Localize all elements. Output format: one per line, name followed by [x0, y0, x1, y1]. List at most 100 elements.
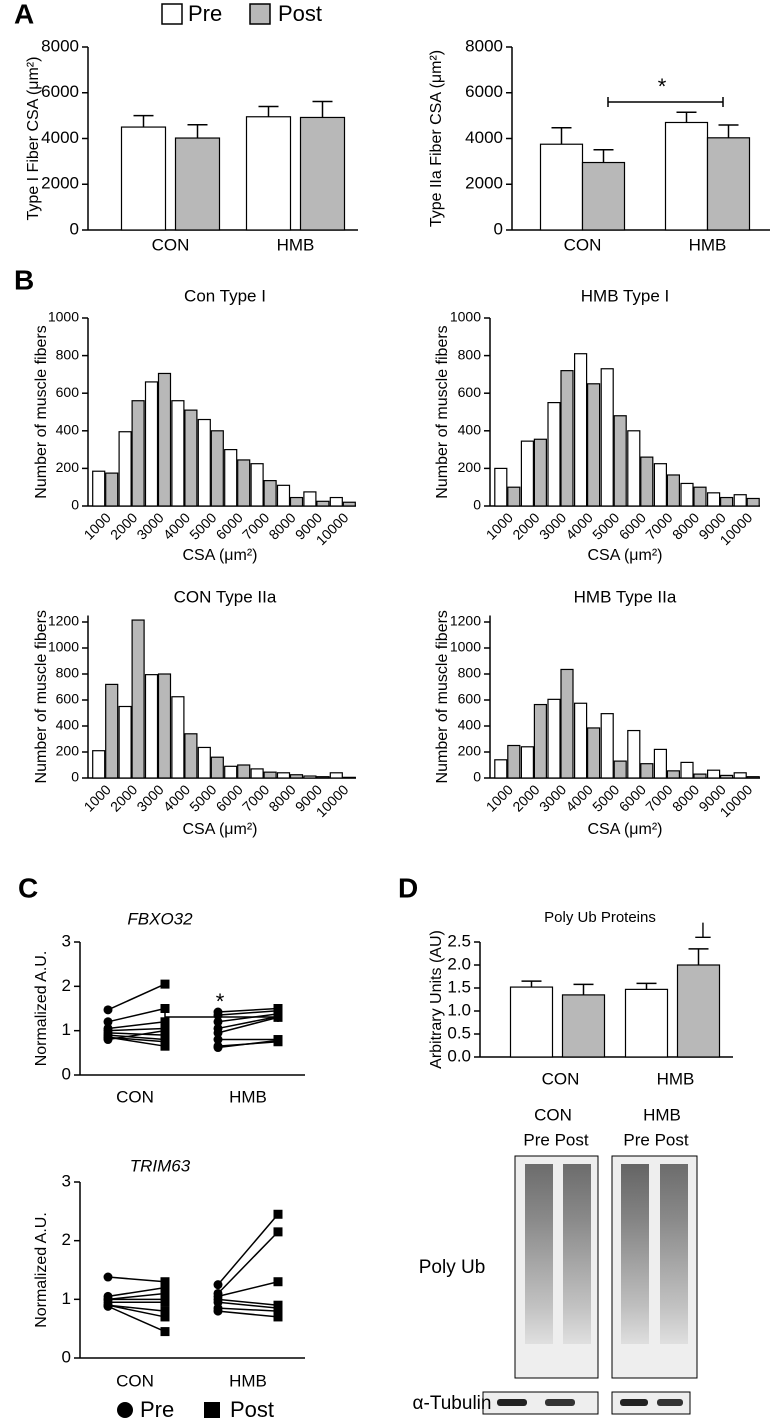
y-tick-label: 600 [458, 691, 482, 707]
pair-line [217, 1016, 279, 1034]
y-tick-label: 200 [56, 459, 80, 475]
bar [666, 770, 681, 779]
bar [539, 143, 584, 231]
annotation: * [658, 74, 667, 99]
pair-line [217, 1310, 279, 1318]
y-tick-label: 800 [56, 346, 80, 362]
post-point [273, 1227, 283, 1237]
x-tick-label: 2000 [107, 781, 140, 814]
pre-point [103, 1035, 113, 1045]
y-tick-label: 1 [62, 1020, 71, 1039]
y-axis-label: Arbitrary Units (AU) [428, 930, 445, 1069]
legend-swatch [161, 3, 183, 25]
x-tick-label: 3000 [536, 781, 569, 814]
pair-line [217, 1013, 279, 1023]
bar [224, 765, 238, 779]
y-tick-label: 400 [56, 717, 80, 733]
x-tick-label: 4000 [562, 509, 595, 542]
blot-row-label: Poly Ub [419, 1257, 486, 1278]
x-tick-label: 7000 [239, 781, 272, 814]
post-point [160, 1277, 170, 1287]
pre-point [213, 1280, 223, 1290]
bar [316, 500, 330, 507]
y-tick-label: 3 [62, 931, 71, 950]
x-axis-label: CSA (μm²) [183, 821, 258, 838]
x-tick-label: 7000 [642, 509, 675, 542]
x-tick-label: 4000 [562, 781, 595, 814]
x-tick-label: 6000 [616, 781, 649, 814]
y-tick-label: 2 [62, 976, 71, 995]
bar [237, 459, 251, 507]
blot-image [482, 1155, 698, 1415]
chart-title: Con Type I [184, 286, 266, 305]
bar [120, 126, 167, 231]
x-tick-label: 3000 [133, 509, 166, 542]
x-tick-label: 8000 [669, 509, 702, 542]
bar [171, 696, 185, 779]
pair-line [107, 1027, 166, 1032]
bar [144, 381, 159, 507]
y-tick-label: 400 [56, 422, 80, 438]
pre-point [213, 1043, 223, 1053]
y-tick-label: 1.5 [447, 977, 471, 996]
chart-title: CON Type IIa [174, 587, 277, 606]
y-tick-label: 6000 [465, 82, 503, 101]
bar [547, 402, 561, 507]
y-tick-label: 0 [62, 1347, 71, 1366]
y-axis-label: Normalized A.U. [33, 1212, 50, 1328]
pair-line [217, 1213, 279, 1286]
bar [706, 492, 721, 507]
y-tick-label: 2.5 [447, 931, 471, 950]
y-tick-label: 200 [458, 459, 482, 475]
bar [105, 683, 119, 779]
bar [600, 713, 614, 779]
bar [733, 494, 747, 507]
y-tick-label: 8000 [41, 36, 79, 55]
bar [250, 463, 264, 507]
bar [342, 776, 356, 779]
x-tick-label: 6000 [213, 781, 246, 814]
y-tick-label: 600 [56, 691, 80, 707]
post-point [273, 1312, 283, 1322]
y-axis-label: Number of muscle fibers [434, 325, 451, 498]
x-tick-label: 5000 [589, 781, 622, 814]
bar [157, 372, 172, 507]
bar [329, 496, 343, 507]
bar [197, 746, 211, 779]
x-tick-label: CON [152, 235, 190, 254]
legend-label: Post [278, 1, 322, 26]
chart-title: HMB Type I [581, 286, 670, 305]
pair-line [107, 1007, 166, 1023]
y-tick-label: 1.0 [447, 1000, 471, 1019]
y-tick-label: 0 [71, 769, 79, 785]
x-tick-label: 6000 [213, 509, 246, 542]
pair-line [217, 1307, 279, 1312]
x-tick-label: 8000 [669, 781, 702, 814]
bar [276, 772, 291, 779]
bar [706, 769, 721, 779]
post-point [160, 1297, 170, 1307]
bar [144, 674, 159, 779]
x-tick-label: CON [564, 235, 602, 254]
x-tick-label: CON [116, 1371, 154, 1390]
pre-point [213, 1035, 223, 1045]
pair-line [107, 1034, 166, 1041]
post-point [160, 1327, 170, 1337]
y-axis-label: Type IIa Fiber CSA (μm²) [428, 50, 445, 227]
post-point [160, 1306, 170, 1316]
post-point [160, 1283, 170, 1293]
legend-label: Pre [140, 1397, 174, 1422]
pair-line [107, 1021, 166, 1030]
bar [600, 368, 614, 507]
bar [494, 759, 508, 779]
panel-label: B [14, 264, 34, 295]
bar [533, 438, 548, 507]
bar [303, 775, 317, 779]
bar [210, 430, 224, 507]
x-tick-label: 2000 [509, 781, 542, 814]
post-point [273, 1035, 283, 1045]
x-tick-label: 8000 [265, 781, 298, 814]
y-axis-label: Normalized A.U. [33, 951, 50, 1067]
bar [664, 121, 709, 231]
y-tick-label: 6000 [41, 82, 79, 101]
